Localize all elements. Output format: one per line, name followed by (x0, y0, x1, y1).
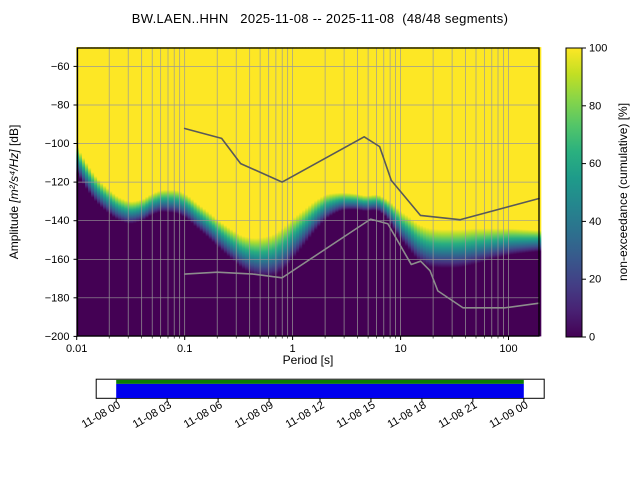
svg-text:Amplitude [m²/s⁴/Hz] [dB]: Amplitude [m²/s⁴/Hz] [dB] (7, 125, 21, 260)
svg-text:−100: −100 (45, 138, 70, 150)
svg-text:60: 60 (589, 158, 601, 170)
svg-text:0: 0 (589, 332, 595, 344)
svg-text:80: 80 (589, 100, 601, 112)
svg-text:100: 100 (499, 343, 517, 355)
svg-text:BW.LAEN..HHN 2025-11-08 -- 2: BW.LAEN..HHN 2025-11-08 -- 2025-11-08 (4… (132, 11, 508, 26)
svg-text:−140: −140 (45, 215, 70, 227)
svg-text:non-exceedance (cumulative) [%: non-exceedance (cumulative) [%] (616, 103, 630, 281)
svg-text:−160: −160 (45, 254, 70, 266)
svg-text:10: 10 (394, 343, 406, 355)
svg-text:20: 20 (589, 274, 601, 286)
svg-text:0.01: 0.01 (66, 343, 87, 355)
svg-text:−120: −120 (45, 177, 70, 189)
svg-text:100: 100 (589, 43, 607, 55)
svg-text:0.1: 0.1 (177, 343, 192, 355)
svg-text:−180: −180 (45, 292, 70, 304)
svg-text:40: 40 (589, 216, 601, 228)
svg-text:Period [s]: Period [s] (283, 353, 334, 367)
svg-text:−200: −200 (45, 331, 70, 343)
svg-text:−60: −60 (51, 61, 70, 73)
svg-text:−80: −80 (51, 100, 70, 112)
